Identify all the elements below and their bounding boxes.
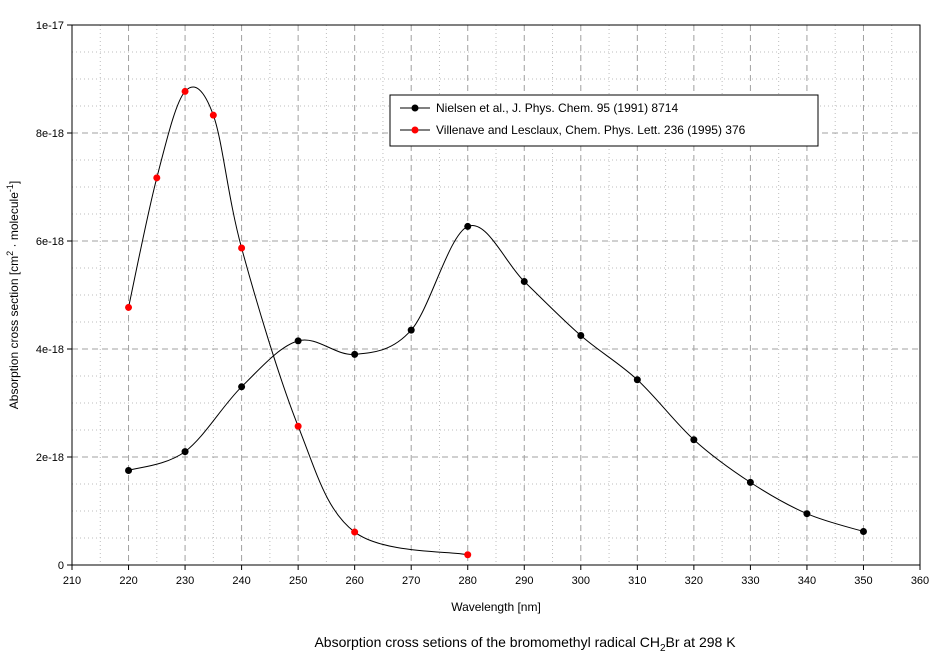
series-0-curve	[128, 225, 864, 532]
series-0-point	[577, 332, 585, 339]
series-0-point	[746, 478, 754, 486]
series-1-point	[153, 174, 161, 182]
series-0-point	[690, 436, 698, 444]
series-0-point	[125, 467, 133, 474]
x-tick-label: 250	[289, 575, 307, 587]
x-tick-label: 220	[119, 575, 137, 587]
series-markers	[125, 87, 867, 559]
series-curves	[128, 86, 864, 556]
x-tick-label: 280	[459, 575, 477, 587]
series-0-point	[803, 510, 811, 518]
y-tick-label: 6e-18	[36, 236, 64, 248]
x-tick-label: 330	[741, 575, 759, 587]
y-axis-title: Absorption cross section [cm2 · molecule…	[5, 181, 21, 409]
legend-label-villenave: Villenave and Lesclaux, Chem. Phys. Lett…	[436, 123, 746, 137]
y-tick-label: 0	[58, 560, 64, 572]
series-1-point	[181, 87, 189, 95]
series-0-point	[859, 528, 867, 536]
legend-marker-nielsen	[411, 104, 419, 112]
legend-box	[389, 94, 819, 147]
series-1-point	[238, 244, 246, 252]
x-tick-label: 300	[572, 575, 590, 587]
legend-marker-villenave	[411, 126, 419, 134]
x-tick-label: 210	[63, 575, 81, 587]
y-tick-label: 8e-18	[36, 128, 64, 140]
series-1-curve	[128, 86, 468, 556]
series-0-point	[520, 278, 528, 285]
series-0-point	[181, 448, 189, 456]
x-tick-label: 350	[854, 575, 872, 587]
legend-label-nielsen: Nielsen et al., J. Phys. Chem. 95 (1991)…	[436, 101, 678, 115]
chart-caption: Absorption cross setions of the bromomet…	[314, 634, 736, 654]
plot-frame	[71, 24, 921, 566]
x-tick-label: 320	[685, 575, 703, 587]
series-1-point	[351, 528, 359, 536]
x-tick-label: 310	[628, 575, 646, 587]
series-1-point	[464, 551, 472, 559]
series-0-point	[294, 337, 302, 345]
series-0-point	[464, 222, 472, 230]
series-0-point	[633, 376, 641, 384]
series-0-point	[351, 350, 359, 358]
y-tick-label: 2e-18	[36, 452, 64, 464]
x-tick-label: 240	[232, 575, 250, 587]
x-tick-label: 270	[402, 575, 420, 587]
x-tick-label: 260	[345, 575, 363, 587]
axis-ticks: 210 220 230 240 250 260 270 280 290 300 310 320 330 3…	[36, 20, 929, 587]
x-tick-label: 290	[515, 575, 533, 587]
series-1-point	[125, 303, 133, 311]
series-0-point	[238, 383, 246, 391]
series-0-point	[407, 326, 415, 334]
x-tick-label: 230	[176, 575, 194, 587]
legend: Nielsen et al., J. Phys. Chem. 95 (1991)…	[389, 94, 819, 147]
x-tick-label: 360	[911, 575, 929, 587]
x-axis-title: Wavelength [nm]	[451, 600, 541, 614]
y-tick-label: 4e-18	[36, 344, 64, 356]
y-tick-label: 1e-17	[36, 20, 64, 32]
x-tick-label: 340	[798, 575, 816, 587]
series-1-point	[209, 111, 217, 119]
series-1-point	[294, 422, 302, 430]
